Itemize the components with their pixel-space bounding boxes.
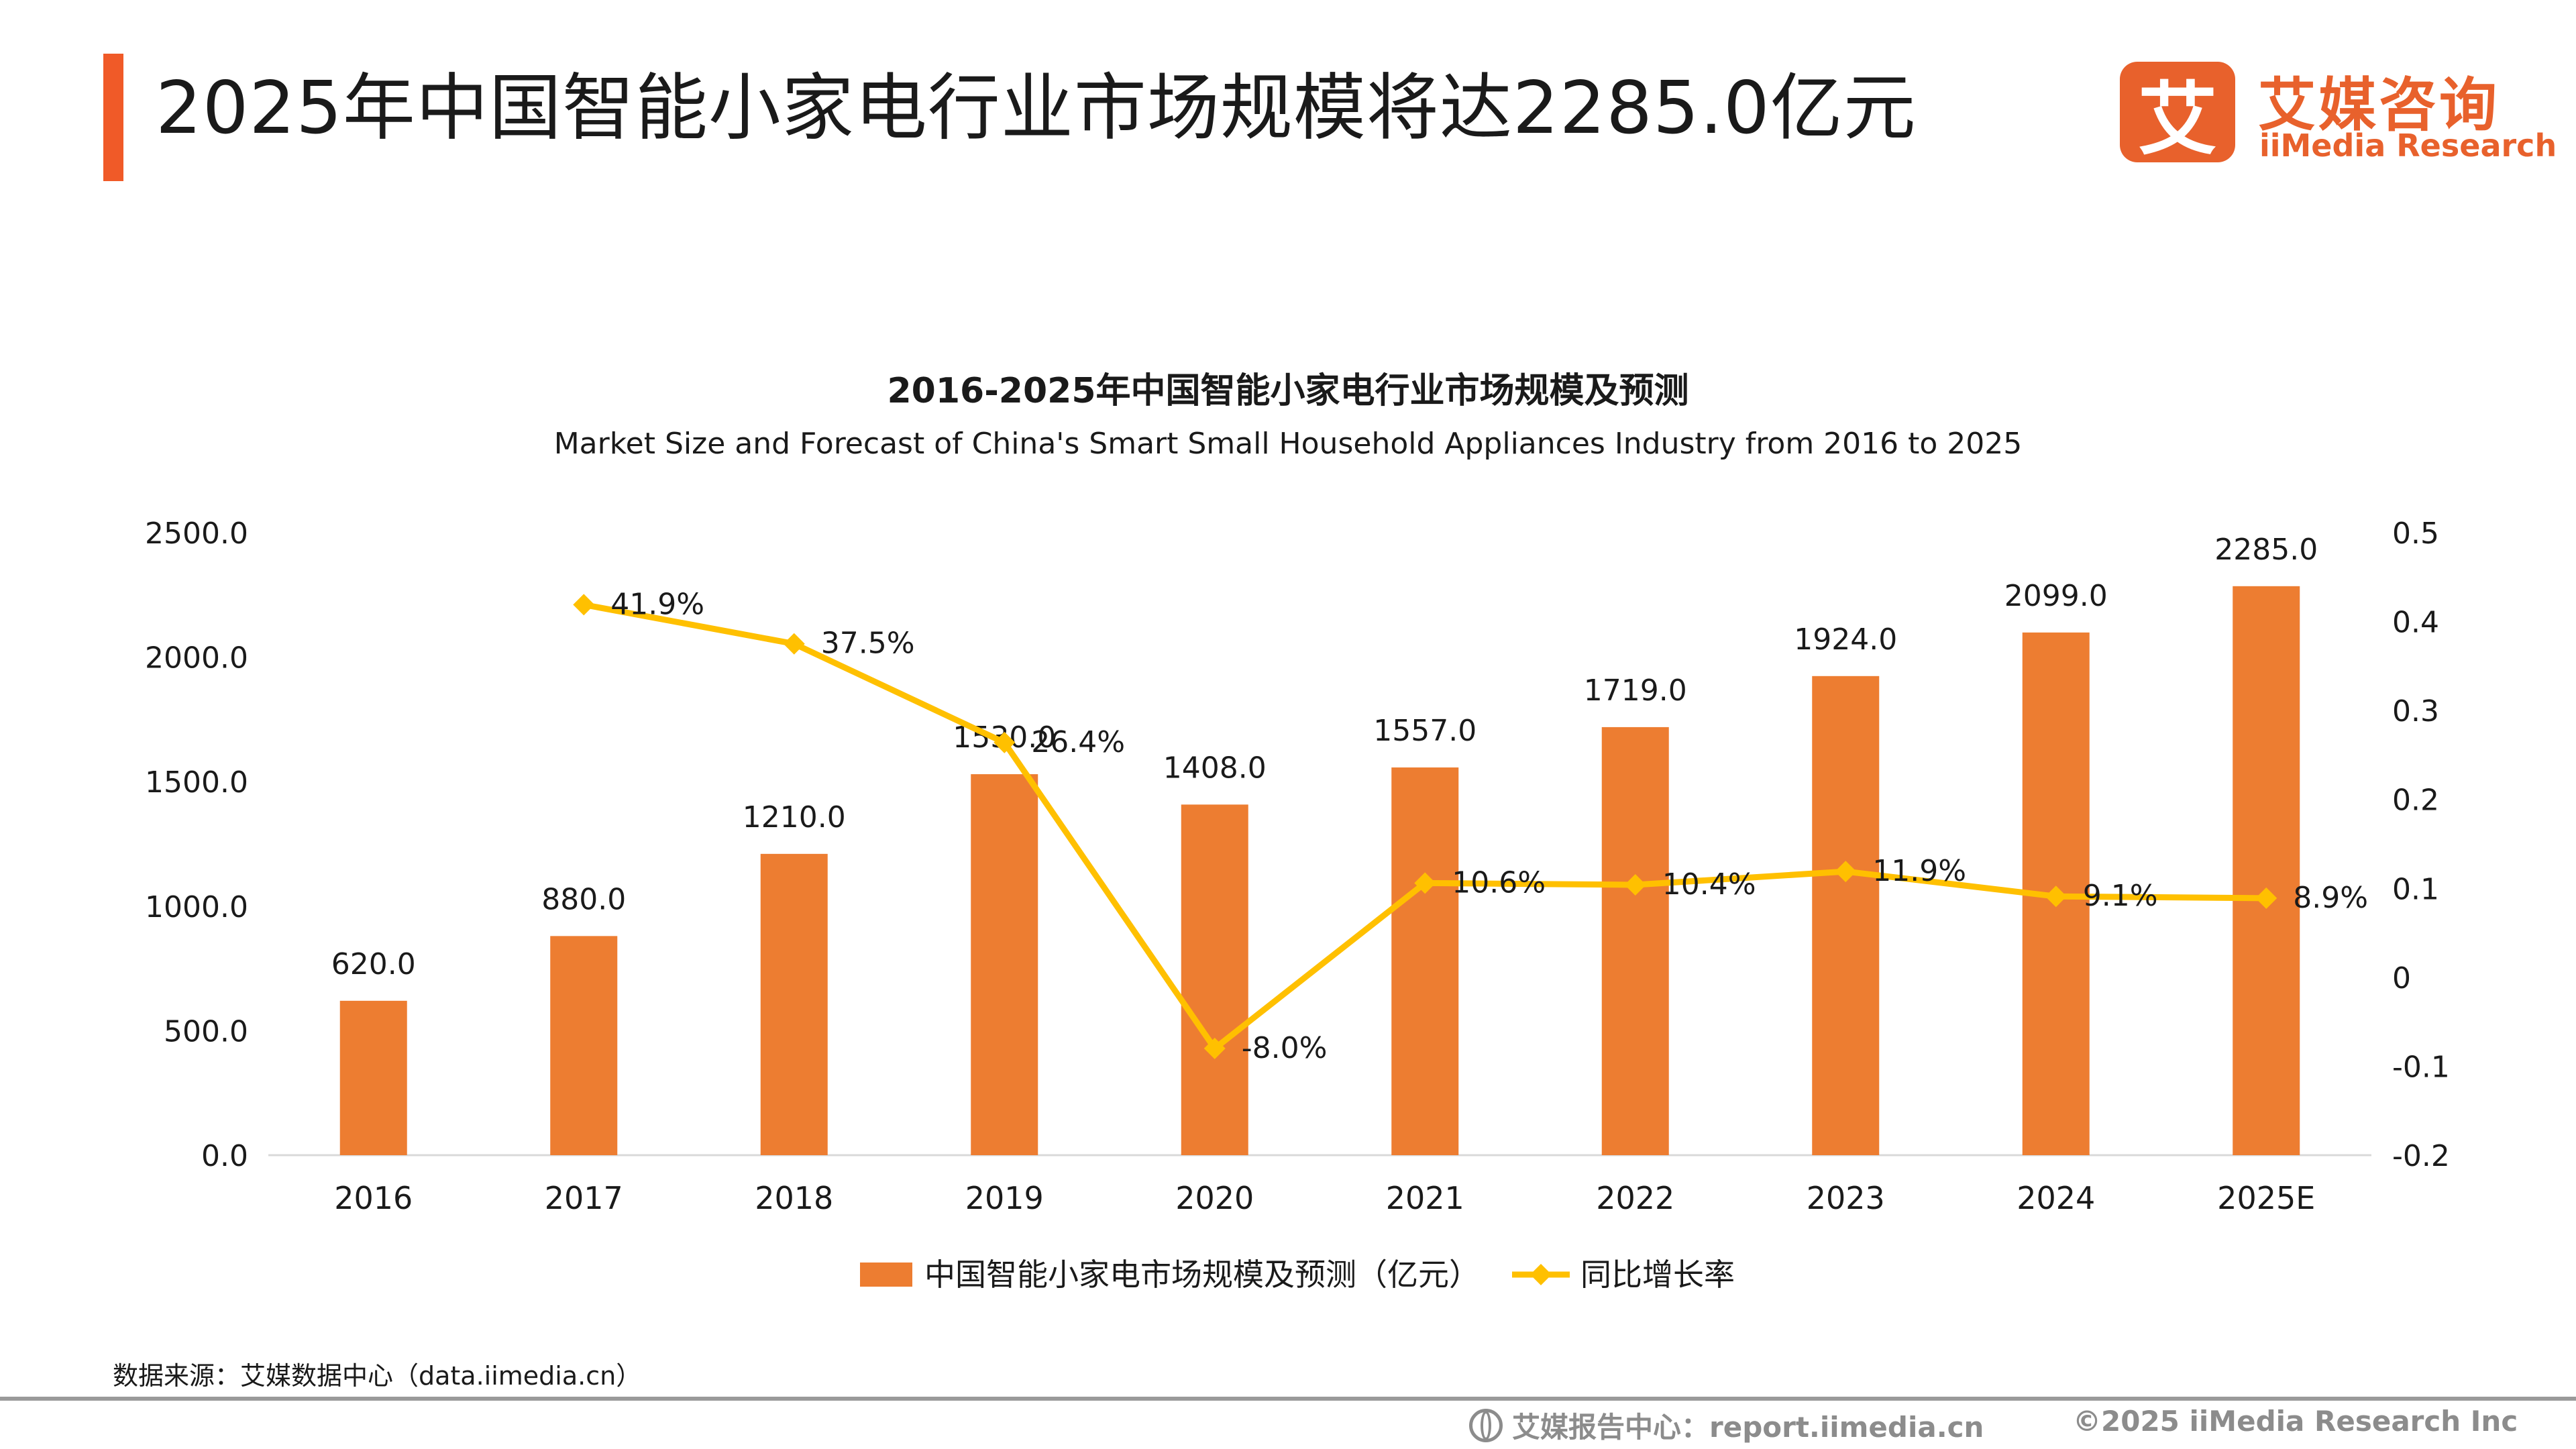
report-center-text: 艾媒报告中心：report.iimedia.cn — [1512, 1411, 1984, 1444]
x-tick-label: 2017 — [545, 1180, 623, 1216]
y-right-tick-label: 0.3 — [2392, 694, 2439, 729]
bar-2021 — [1391, 767, 1459, 1155]
x-tick-label: 2019 — [965, 1180, 1044, 1216]
growth-rate-label: 10.6% — [1452, 865, 1546, 900]
bar-2025E — [2233, 586, 2300, 1155]
bar-2020 — [1181, 804, 1248, 1155]
y-left-tick-label: 2000.0 — [145, 641, 248, 676]
y-right-tick-label: 0.1 — [2392, 872, 2439, 906]
chart-subtitle: Market Size and Forecast of China's Smar… — [553, 427, 2023, 461]
growth-rate-label: 8.9% — [2293, 881, 2368, 915]
globe-icon — [1469, 1408, 1503, 1442]
growth-rate-label: 41.9% — [610, 587, 704, 621]
growth-rate-label: -8.0% — [1242, 1031, 1328, 1065]
footer-divider — [0, 1397, 2576, 1401]
y-right-tick-label: -0.1 — [2392, 1050, 2450, 1084]
y-right-tick-label: -0.2 — [2392, 1139, 2450, 1173]
y-left-tick-label: 0.0 — [201, 1139, 248, 1173]
growth-rate-label: 9.1% — [2083, 879, 2158, 913]
legend-line-marker — [1530, 1264, 1552, 1285]
bar-value-label: 1210.0 — [743, 800, 846, 835]
bar-2017 — [550, 936, 618, 1155]
x-tick-label: 2020 — [1175, 1180, 1254, 1216]
growth-rate-point-2021 — [1414, 872, 1436, 894]
bar-value-label: 620.0 — [331, 947, 416, 981]
legend-line-label: 同比增长率 — [1580, 1256, 1735, 1293]
x-tick-label: 2024 — [2017, 1180, 2095, 1216]
legend-bar-swatch — [860, 1263, 912, 1287]
x-tick-label: 2023 — [1807, 1180, 1885, 1216]
bar-2023 — [1812, 676, 1880, 1155]
bar-2016 — [339, 1000, 407, 1155]
title-accent-bar — [103, 54, 123, 181]
bar-value-label: 2099.0 — [2004, 579, 2108, 613]
x-tick-label: 2025E — [2217, 1180, 2315, 1216]
x-tick-label: 2018 — [755, 1180, 833, 1216]
logo-english-name: iiMedia Research — [2259, 127, 2557, 164]
report-center: 艾媒报告中心：report.iimedia.cn — [1469, 1405, 1984, 1446]
bar-value-label: 1719.0 — [1584, 674, 1687, 708]
y-right-tick-label: 0.5 — [2392, 517, 2439, 551]
growth-rate-point-2022 — [1624, 873, 1646, 896]
bar-value-label: 1557.0 — [1373, 714, 1477, 748]
chart-title: 2016-2025年中国智能小家电行业市场规模及预测 — [887, 371, 1689, 411]
bar-2019 — [971, 774, 1038, 1155]
x-tick-label: 2016 — [334, 1180, 413, 1216]
growth-rate-point-2024 — [2045, 885, 2067, 908]
y-right-tick-label: 0.4 — [2392, 606, 2439, 640]
bar-value-label: 1924.0 — [1794, 623, 1897, 657]
legend-bar-label: 中国智能小家电市场规模及预测（亿元） — [924, 1256, 1480, 1293]
bar-value-label: 880.0 — [541, 882, 626, 916]
growth-rate-label: 10.4% — [1662, 867, 1756, 902]
data-source: 数据来源：艾媒数据中心（data.iimedia.cn） — [113, 1361, 642, 1391]
growth-rate-point-2025E — [2255, 887, 2277, 909]
logo-chinese-name: 艾媒咨询 — [2258, 72, 2500, 139]
growth-rate-label: 26.4% — [1031, 725, 1125, 759]
y-left-tick-label: 1500.0 — [145, 765, 248, 800]
x-tick-label: 2022 — [1596, 1180, 1674, 1216]
bar-value-label: 2285.0 — [2214, 533, 2318, 567]
y-right-tick-label: 0 — [2392, 961, 2411, 996]
growth-rate-point-2017 — [573, 594, 595, 616]
x-tick-label: 2021 — [1386, 1180, 1464, 1216]
copyright: ©2025 iiMedia Research Inc — [2073, 1405, 2518, 1438]
growth-rate-point-2019 — [994, 731, 1016, 753]
bar-value-label: 1408.0 — [1163, 751, 1267, 785]
y-right-tick-label: 0.2 — [2392, 784, 2439, 818]
growth-rate-label: 11.9% — [1872, 854, 1966, 888]
growth-rate-point-2018 — [783, 633, 805, 655]
growth-rate-label: 37.5% — [821, 627, 915, 661]
logo-mark-icon: 艾 — [2120, 62, 2235, 166]
y-left-tick-label: 2500.0 — [145, 517, 248, 551]
growth-rate-point-2020 — [1203, 1037, 1226, 1059]
bar-2018 — [760, 853, 828, 1155]
y-left-tick-label: 500.0 — [164, 1014, 248, 1049]
page-title: 2025年中国智能小家电行业市场规模将达2285.0亿元 — [156, 66, 1917, 150]
growth-rate-point-2023 — [1835, 861, 1857, 883]
brand-logo: 艾 艾媒咨询 iiMedia Research — [2120, 62, 2557, 169]
bar-2022 — [1601, 727, 1669, 1155]
y-left-tick-label: 1000.0 — [145, 890, 248, 924]
